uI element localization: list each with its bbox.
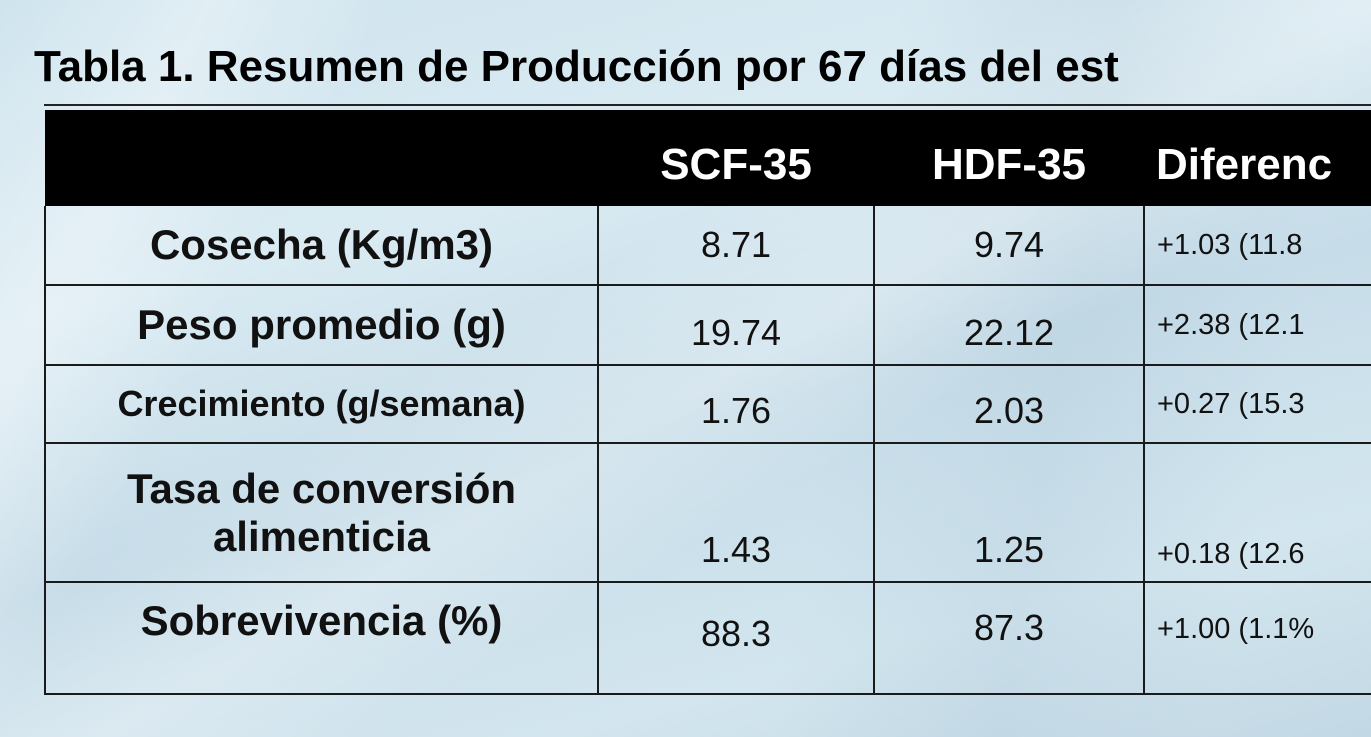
cell-scf: 8.71 <box>597 206 875 286</box>
table-title: Tabla 1. Resumen de Producción por 67 dí… <box>34 42 1119 91</box>
row-label-tasa-conversion: Tasa de conversión alimenticia <box>44 443 599 583</box>
cell-diff: +2.38 (12.1 <box>1143 285 1371 366</box>
table-body: Cosecha (Kg/m3) 8.71 9.74 +1.03 (11.8 Pe… <box>44 206 1371 695</box>
table-header: SCF-35 HDF-35 Diferenc <box>45 110 1371 206</box>
table-row: Peso promedio (g) 19.74 22.12 +2.38 (12.… <box>44 285 1371 366</box>
row-label-crecimiento: Crecimiento (g/semana) <box>44 365 599 444</box>
header-empty <box>45 110 598 206</box>
row-label-cosecha: Cosecha (Kg/m3) <box>44 206 599 286</box>
row-label-sobrevivencia: Sobrevivencia (%) <box>44 582 599 695</box>
table-row: Tasa de conversión alimenticia 1.43 1.25… <box>44 443 1371 583</box>
cell-hdf: 87.3 <box>873 582 1145 695</box>
cell-hdf: 22.12 <box>873 285 1145 366</box>
cell-diff: +1.03 (11.8 <box>1143 206 1371 286</box>
row-label-peso: Peso promedio (g) <box>44 285 599 366</box>
table-row: Cosecha (Kg/m3) 8.71 9.74 +1.03 (11.8 <box>44 206 1371 286</box>
production-summary-table: SCF-35 HDF-35 Diferenc Cosecha (Kg/m3) 8… <box>44 110 1371 695</box>
cell-scf: 1.43 <box>597 443 875 583</box>
table-row: Crecimiento (g/semana) 1.76 2.03 +0.27 (… <box>44 365 1371 444</box>
table-container: SCF-35 HDF-35 Diferenc Cosecha (Kg/m3) 8… <box>44 110 1371 716</box>
header-diferencia: Diferenc <box>1144 110 1371 206</box>
cell-hdf: 9.74 <box>873 206 1145 286</box>
row-label-line1: Tasa de conversión <box>126 464 517 512</box>
header-scf35: SCF-35 <box>598 110 874 206</box>
cell-scf: 88.3 <box>597 582 875 695</box>
row-label-line2: alimenticia <box>212 512 431 560</box>
cell-diff: +1.00 (1.1% <box>1143 582 1371 695</box>
cell-scf: 1.76 <box>597 365 875 444</box>
cell-hdf: 2.03 <box>873 365 1145 444</box>
header-row: SCF-35 HDF-35 Diferenc <box>45 110 1371 206</box>
cell-scf: 19.74 <box>597 285 875 366</box>
title-underline <box>44 104 1371 106</box>
header-hdf35: HDF-35 <box>874 110 1144 206</box>
cell-hdf: 1.25 <box>873 443 1145 583</box>
cell-diff: +0.18 (12.6 <box>1143 443 1371 583</box>
table-row: Sobrevivencia (%) 88.3 87.3 +1.00 (1.1% <box>44 582 1371 695</box>
cell-diff: +0.27 (15.3 <box>1143 365 1371 444</box>
